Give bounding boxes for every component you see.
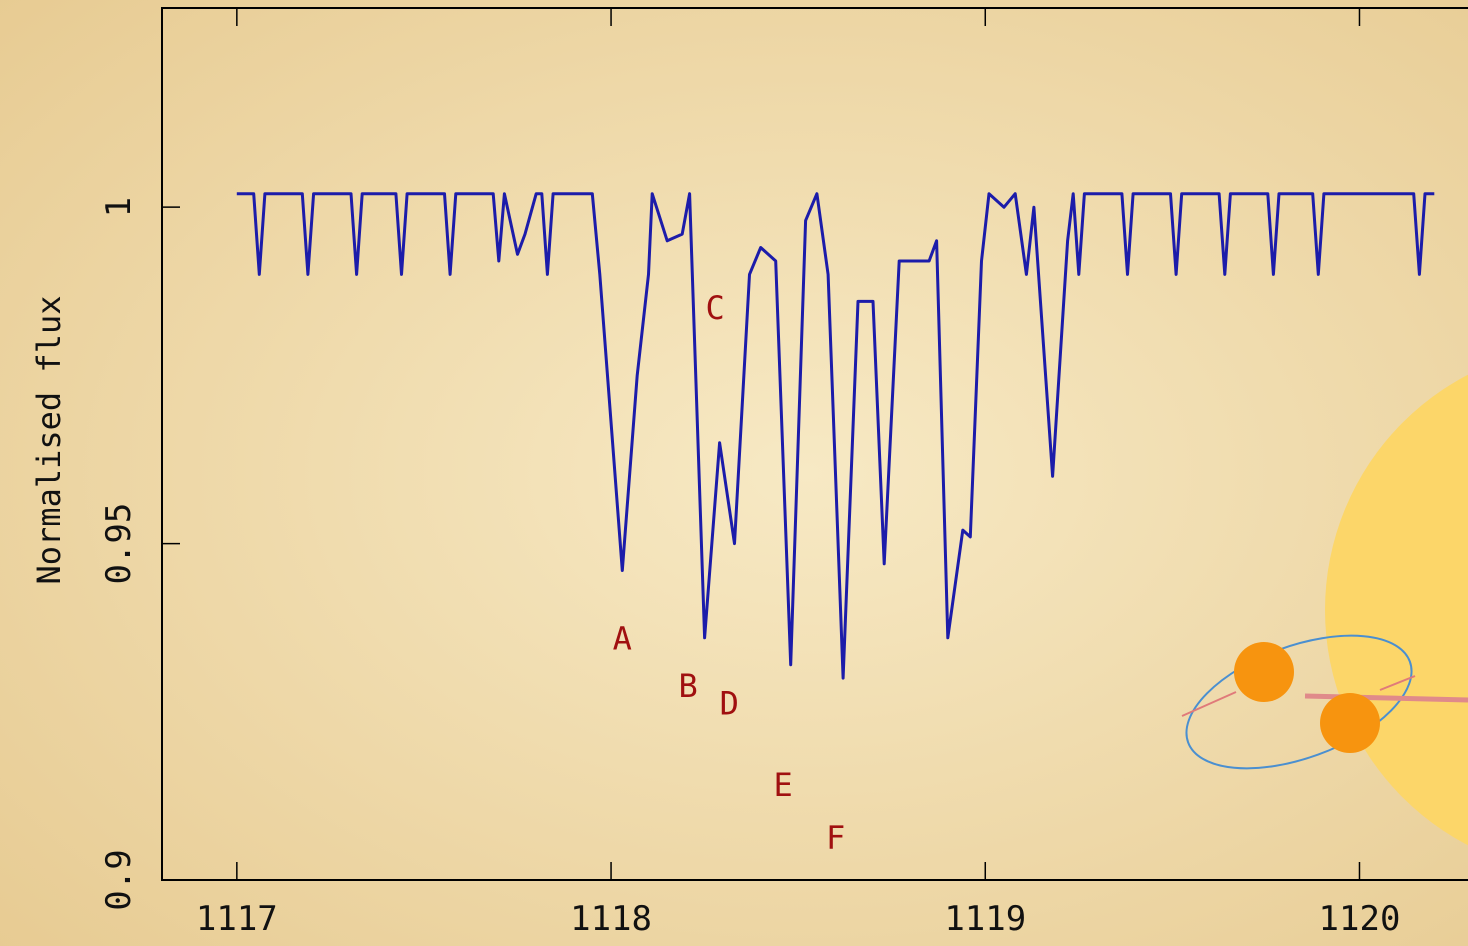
annotation: B — [679, 667, 698, 705]
annotation: E — [774, 766, 793, 804]
arrow — [1181, 691, 1237, 717]
y-tick-label: 0.95 — [99, 503, 139, 585]
arrow — [1379, 675, 1416, 691]
model-line — [236, 192, 1435, 680]
annotation: D — [720, 685, 739, 723]
axes-frame — [161, 7, 1468, 881]
annotation: A — [613, 619, 632, 657]
annotation: C — [705, 289, 724, 327]
planet — [1234, 642, 1294, 702]
x-tick-label: 1120 — [1319, 899, 1401, 939]
y-tick-label: 1 — [99, 197, 139, 217]
transit-path — [1304, 693, 1468, 703]
y-axis-title: Normalised flux — [30, 296, 68, 585]
y-tick-label: 0.9 — [99, 849, 139, 910]
planet — [1320, 693, 1380, 753]
annotation: F — [826, 819, 845, 857]
x-tick-label: 1117 — [196, 899, 278, 939]
x-tick-label: 1119 — [944, 899, 1026, 939]
illustration — [1181, 374, 1468, 846]
x-tick-label: 1118 — [570, 899, 652, 939]
